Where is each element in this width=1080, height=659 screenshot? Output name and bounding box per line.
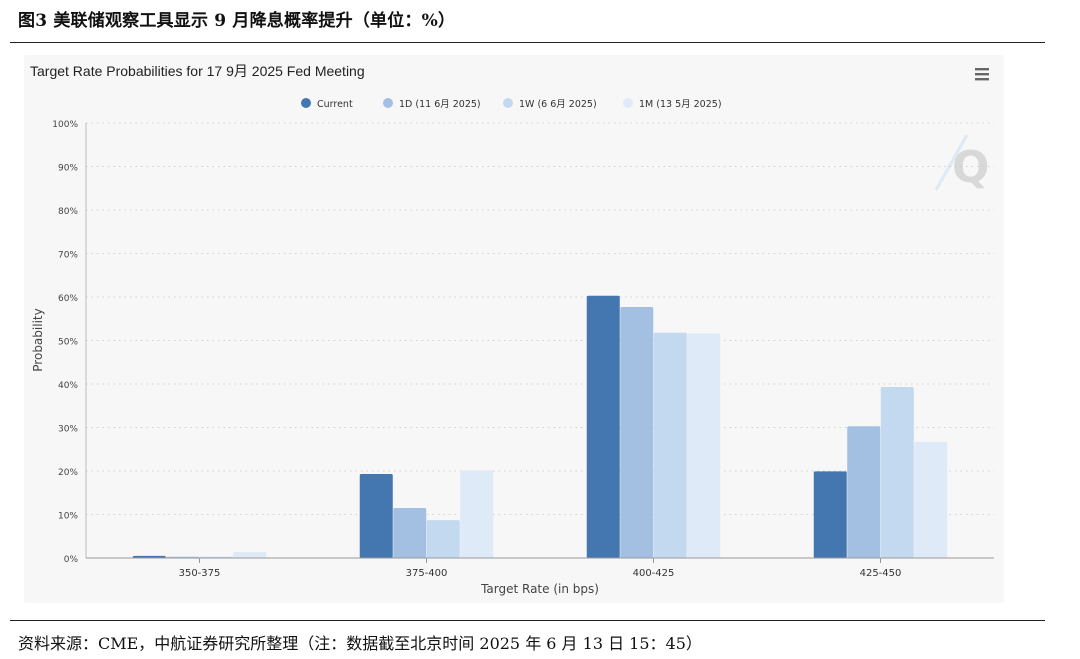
y-tick-label: 60%: [58, 294, 78, 304]
hamburger-menu-icon[interactable]: [975, 68, 989, 81]
legend-label: 1W (6 6月 2025): [519, 99, 597, 110]
figure-title: 图3 美联储观察工具显示 9 月降息概率提升（单位：%）: [18, 11, 456, 31]
bars: [132, 295, 948, 558]
legend-label: Current: [317, 99, 353, 110]
y-axis-ticks: 0% 10% 20% 30% 40% 50% 60% 70% 80% 90% 100%: [52, 120, 78, 565]
bar: [586, 295, 620, 558]
y-tick-label: 100%: [52, 120, 78, 130]
legend-label: 1M (13 5月 2025): [639, 99, 722, 110]
x-tick-label: 350-375: [179, 568, 221, 579]
legend: Current 1D (11 6月 2025) 1W (6 6月 2025) 1M (…: [301, 98, 722, 110]
x-axis-label: Target Rate (in bps): [480, 582, 599, 596]
x-tick-label: 400-425: [633, 568, 675, 579]
bar: [653, 332, 687, 558]
bar: [233, 551, 267, 558]
watermark-q-logo: Q: [934, 134, 989, 193]
y-tick-label: 0%: [64, 555, 79, 565]
bar: [359, 474, 393, 558]
chart-title: Target Rate Probabilities for 17 9月 2025…: [30, 63, 365, 79]
bar: [687, 333, 721, 558]
bar: [132, 555, 166, 558]
legend-swatch: [301, 98, 311, 108]
bar: [460, 470, 494, 558]
y-tick-label: 50%: [58, 338, 78, 348]
x-tick-label: 425-450: [860, 568, 902, 579]
y-tick-label: 40%: [58, 381, 78, 391]
x-tick-label: 375-400: [406, 568, 448, 579]
chart-svg: Target Rate Probabilities for 17 9月 2025…: [30, 63, 994, 596]
y-axis-label: Probability: [31, 308, 45, 371]
bar: [620, 307, 654, 558]
y-tick-label: 80%: [58, 207, 78, 217]
bottom-divider: [10, 620, 1045, 621]
legend-label: 1D (11 6月 2025): [399, 99, 481, 110]
bar: [813, 471, 847, 558]
x-axis-ticks: 350-375 375-400 400-425 425-450: [179, 558, 902, 579]
source-note: 资料来源：CME，中航证券研究所整理（注：数据截至北京时间 2025 年 6 月…: [18, 634, 702, 653]
top-divider: [10, 42, 1045, 43]
bar: [847, 426, 881, 558]
y-tick-label: 30%: [58, 425, 78, 435]
y-tick-label: 70%: [58, 251, 78, 261]
bar: [426, 520, 460, 558]
legend-swatch: [623, 98, 633, 108]
legend-swatch: [503, 98, 513, 108]
chart-panel: Target Rate Probabilities for 17 9月 2025…: [24, 55, 1004, 603]
y-tick-label: 10%: [58, 512, 78, 522]
bar: [393, 507, 427, 558]
legend-swatch: [383, 98, 393, 108]
bar: [880, 387, 914, 558]
bar: [914, 441, 948, 558]
y-tick-label: 20%: [58, 468, 78, 478]
y-tick-label: 90%: [58, 164, 78, 174]
